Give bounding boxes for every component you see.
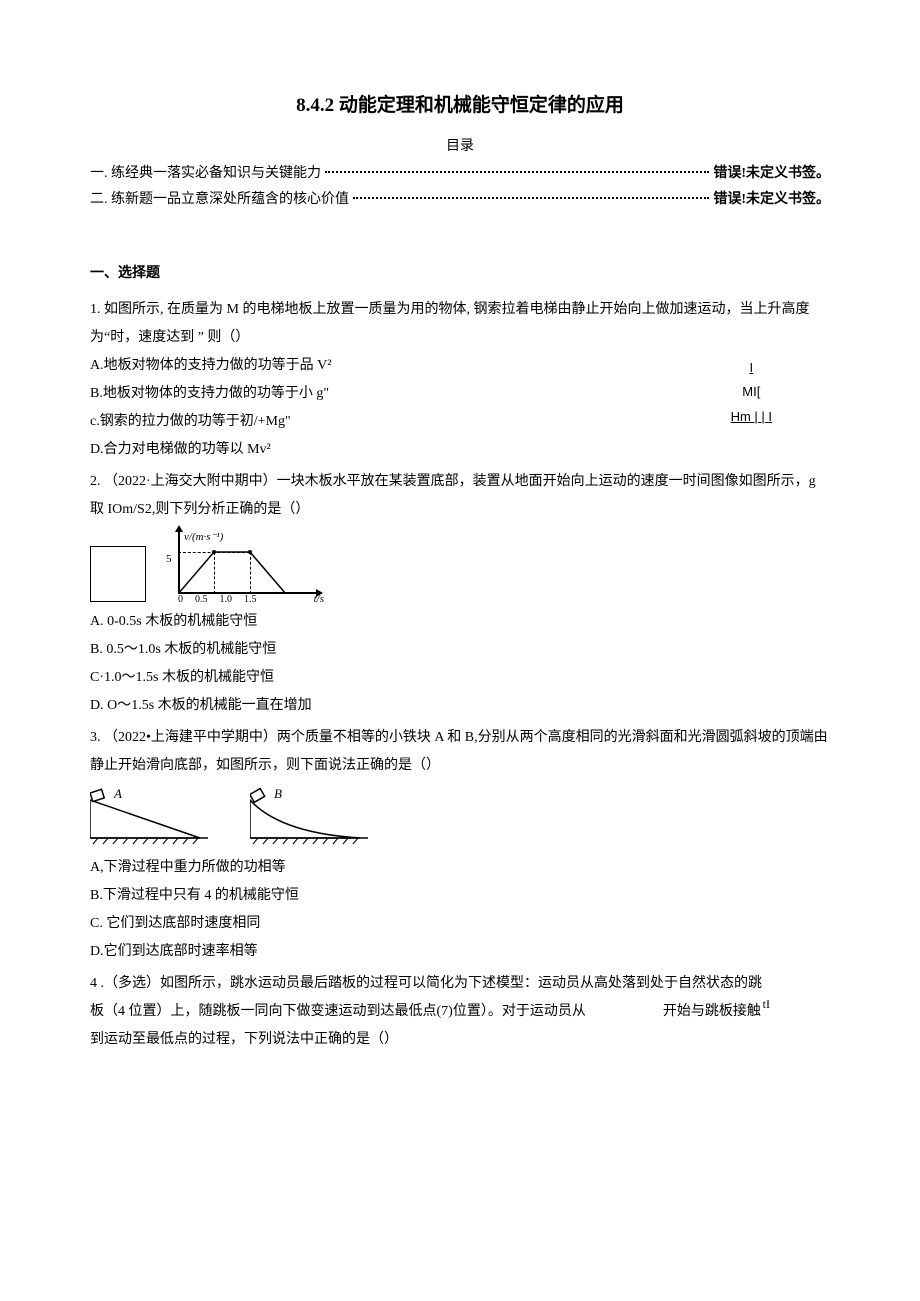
incline-a-icon: A bbox=[90, 788, 210, 846]
x-unit: t/s bbox=[314, 588, 324, 610]
q3-option-d: D.它们到达底部时速率相等 bbox=[90, 938, 830, 966]
x-ticks: 0 0.5 1.0 1.5 bbox=[178, 590, 257, 610]
q2-figure: v/(m·s⁻¹) 5 0 0.5 1.0 1.5 t/s bbox=[90, 530, 830, 602]
toc-item-prefix: 一. 练经典一落实必备知识与关键能力 bbox=[90, 163, 321, 185]
x-tick: 1.5 bbox=[244, 590, 257, 610]
q2-option-a: A. 0-0.5s 木板的机械能守恒 bbox=[90, 608, 830, 636]
incline-b-icon: B bbox=[250, 788, 370, 846]
question-4: 4 .（多选）如图所示，跳水运动员最后踏板的过程可以简化为下述模型：运动员从高处… bbox=[90, 970, 830, 1054]
q3-option-c: C. 它们到达底部时速度相同 bbox=[90, 910, 830, 938]
label-a: A bbox=[113, 788, 122, 801]
y-tick: 5 bbox=[166, 548, 172, 570]
label-b: B bbox=[274, 788, 282, 801]
toc-item-suffix: 错误!未定义书签。 bbox=[713, 163, 830, 185]
q1-stem: 1. 如图所示, 在质量为 M 的电梯地板上放置一质量为用的物体, 钢索拉着电梯… bbox=[90, 296, 830, 352]
q3-option-a: A,下滑过程中重力所做的功相等 bbox=[90, 854, 830, 882]
q3-figure: A B bbox=[90, 788, 830, 846]
x-tick: 0 bbox=[178, 590, 183, 610]
toc-dots bbox=[353, 197, 709, 199]
q2-vt-chart: v/(m·s⁻¹) 5 0 0.5 1.0 1.5 t/s bbox=[158, 530, 318, 602]
q1-option-d: D.合力对电梯做的功等以 Mv² bbox=[90, 436, 830, 464]
toc-dots bbox=[325, 171, 709, 173]
toc-header: 目录 bbox=[90, 135, 830, 155]
q4-stem-1: 4 .（多选）如图所示，跳水运动员最后踏板的过程可以简化为下述模型：运动员从高处… bbox=[90, 976, 762, 1019]
q1-option-a: A.地板对物体的支持力做的功等于品 V² bbox=[90, 352, 731, 380]
q2-option-b: B. 0.5～1.0s 木板的机械能守恒 bbox=[90, 636, 830, 664]
q3-option-b: B.下滑过程中只有 4 的机械能守恒 bbox=[90, 882, 830, 910]
question-2: 2. （2022·上海交大附中期中）一块木板水平放在某装置底部，装置从地面开始向… bbox=[90, 468, 830, 720]
toc-item-prefix: 二. 练新题一品立意深处所蕴含的核心价值 bbox=[90, 189, 349, 211]
q1-fig-line2: MI[ bbox=[731, 380, 772, 405]
q2-option-d: D. O～1.5s 木板的机械能一直在增加 bbox=[90, 692, 830, 720]
question-3: 3. （2022•上海建平中学期中）两个质量不相等的小铁块 A 和 B,分别从两… bbox=[90, 724, 830, 966]
chart-line bbox=[178, 530, 308, 594]
q1-option-b: B.地板对物体的支持力做的功等于小 g" bbox=[90, 380, 731, 408]
x-tick: 1.0 bbox=[220, 590, 233, 610]
q2-stem: 2. （2022·上海交大附中期中）一块木板水平放在某装置底部，装置从地面开始向… bbox=[90, 468, 830, 524]
document-title: 8.4.2 动能定理和机械能守恒定律的应用 bbox=[90, 90, 830, 117]
q1-option-c: c.钢索的拉力做的功等于初/+Mg" bbox=[90, 408, 731, 436]
x-tick: 0.5 bbox=[195, 590, 208, 610]
q4-figure: tI bbox=[763, 970, 830, 1016]
q2-box-icon bbox=[90, 546, 146, 602]
section-header: 一、选择题 bbox=[90, 262, 830, 282]
q3-stem: 3. （2022•上海建平中学期中）两个质量不相等的小铁块 A 和 B,分别从两… bbox=[90, 724, 830, 780]
q1-fig-line1: I bbox=[731, 356, 772, 381]
q2-option-c: C·1.0～1.5s 木板的机械能守恒 bbox=[90, 664, 830, 692]
toc-item-suffix: 错误!未定义书签。 bbox=[713, 189, 830, 211]
question-1: 1. 如图所示, 在质量为 M 的电梯地板上放置一质量为用的物体, 钢索拉着电梯… bbox=[90, 296, 830, 464]
toc-item: 二. 练新题一品立意深处所蕴含的核心价值 错误!未定义书签。 bbox=[90, 189, 830, 211]
q1-fig-line3: Hm | | I bbox=[731, 405, 772, 430]
toc-item: 一. 练经典一落实必备知识与关键能力 错误!未定义书签。 bbox=[90, 163, 830, 185]
q1-figure: I MI[ Hm | | I bbox=[731, 352, 830, 430]
